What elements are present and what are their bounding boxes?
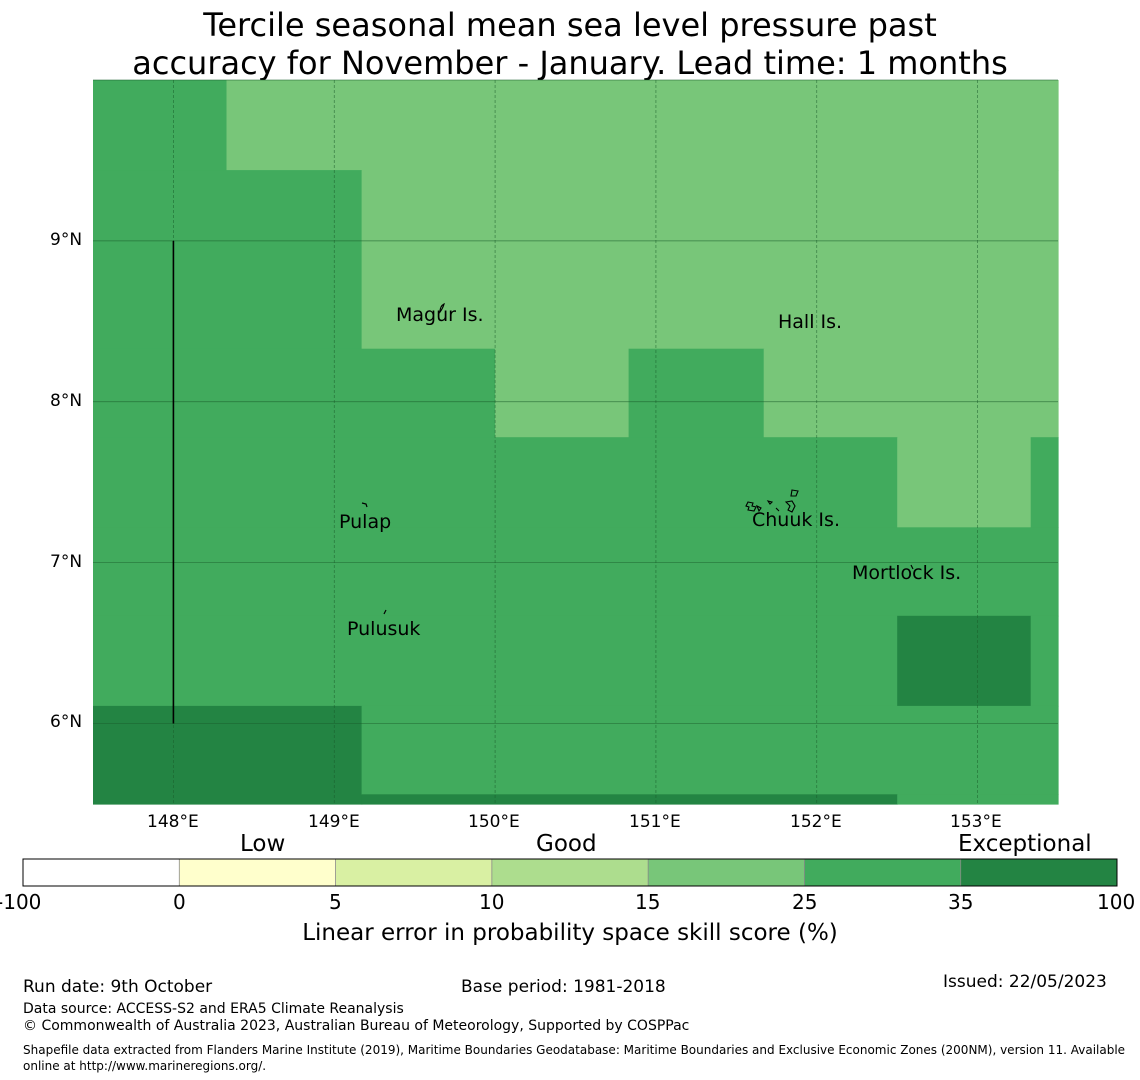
skill-cells-layer: [93, 80, 1059, 805]
colorbar-tick: 25: [792, 890, 818, 914]
skill-cell: [628, 348, 765, 438]
pulusuk-island-shape: [383, 609, 387, 615]
colorbar-tick: 15: [635, 890, 661, 914]
lat-label-8n: 8°N: [50, 391, 83, 411]
title-line-1: Tercile seasonal mean sea level pressure…: [203, 6, 937, 44]
skill-cell: [897, 794, 1059, 805]
skill-cell: [226, 80, 1059, 171]
skill-cell: [897, 437, 1032, 528]
colorbar-category-low: Low: [240, 831, 286, 857]
run-date: Run date: 9th October: [23, 977, 213, 997]
skill-cell: [361, 170, 1059, 350]
lat-label-9n: 9°N: [50, 230, 83, 250]
lon-label-153e: 153°E: [950, 812, 1002, 832]
skill-cell: [93, 705, 363, 805]
lon-label-150e: 150°E: [468, 812, 520, 832]
colorbar-tick: 5: [329, 890, 342, 914]
title-line-2: accuracy for November - January. Lead ti…: [132, 44, 1008, 82]
skill-cell: [93, 80, 228, 171]
skill-cell: [93, 170, 363, 350]
colorbar-category-exceptional: Exceptional: [958, 831, 1092, 857]
copyright: © Commonwealth of Australia 2023, Austra…: [23, 1018, 690, 1034]
skill-cell: [93, 348, 496, 438]
colorbar-category-good: Good: [536, 831, 597, 857]
colorbar-bin: [804, 859, 962, 886]
place-label-pulap: Pulap: [339, 511, 392, 533]
lat-label-7n: 7°N: [50, 552, 83, 572]
skill-cell: [93, 527, 1059, 617]
colorbar-bin: [960, 859, 1118, 886]
mortlock-island-shape: [910, 564, 914, 570]
chart-title: Tercile seasonal mean sea level pressure…: [0, 6, 1140, 82]
colorbar-bin: [648, 859, 805, 886]
skill-cell: [763, 348, 1059, 438]
gridlines-layer: [93, 79, 1058, 804]
base-period: Base period: 1981-2018: [461, 977, 666, 997]
colorbar-frame: [22, 858, 1118, 887]
data-source: Data source: ACCESS-S2 and ERA5 Climate …: [23, 1001, 404, 1017]
lat-label-6n: 6°N: [50, 712, 83, 732]
colorbar-bin: [335, 859, 493, 886]
chuuk-island-shapes: [745, 489, 799, 513]
colorbar: [23, 859, 1118, 886]
issued-date: Issued: 22/05/2023: [943, 972, 1107, 992]
colorbar-tick: -100: [0, 890, 42, 914]
colorbar-bin: [491, 859, 649, 886]
skill-cell: [897, 615, 1032, 707]
place-label-hall: Hall Is.: [778, 311, 843, 333]
colorbar-bin: [179, 859, 337, 886]
skill-cell: [361, 794, 898, 805]
lon-label-152e: 152°E: [790, 812, 842, 832]
colorbar-tick: 10: [479, 890, 505, 914]
colorbar-tick: 100: [1097, 890, 1136, 914]
colorbar-bin: [23, 859, 180, 886]
colorbar-title: Linear error in probability space skill …: [302, 920, 838, 946]
skill-cell: [495, 348, 630, 438]
place-label-chuuk: Chuuk Is.: [752, 509, 840, 531]
lon-label-148e: 148°E: [147, 812, 199, 832]
place-label-mortlock: Mortlock Is.: [852, 562, 962, 584]
pulap-island-shape: [361, 502, 368, 508]
skill-cell: [1030, 615, 1059, 707]
lon-label-151e: 151°E: [629, 812, 681, 832]
magur-island-shape: [439, 302, 445, 314]
place-label-pulusuk: Pulusuk: [347, 618, 421, 640]
place-label-magur: Magur Is.: [396, 304, 484, 326]
skill-cell: [1030, 437, 1059, 528]
skill-cell: [361, 705, 1059, 795]
shapefile-credit: Shapefile data extracted from Flanders M…: [23, 1043, 1126, 1073]
lon-label-149e: 149°E: [308, 812, 360, 832]
colorbar-tick: 35: [948, 890, 974, 914]
colorbar-tick: 0: [173, 890, 186, 914]
